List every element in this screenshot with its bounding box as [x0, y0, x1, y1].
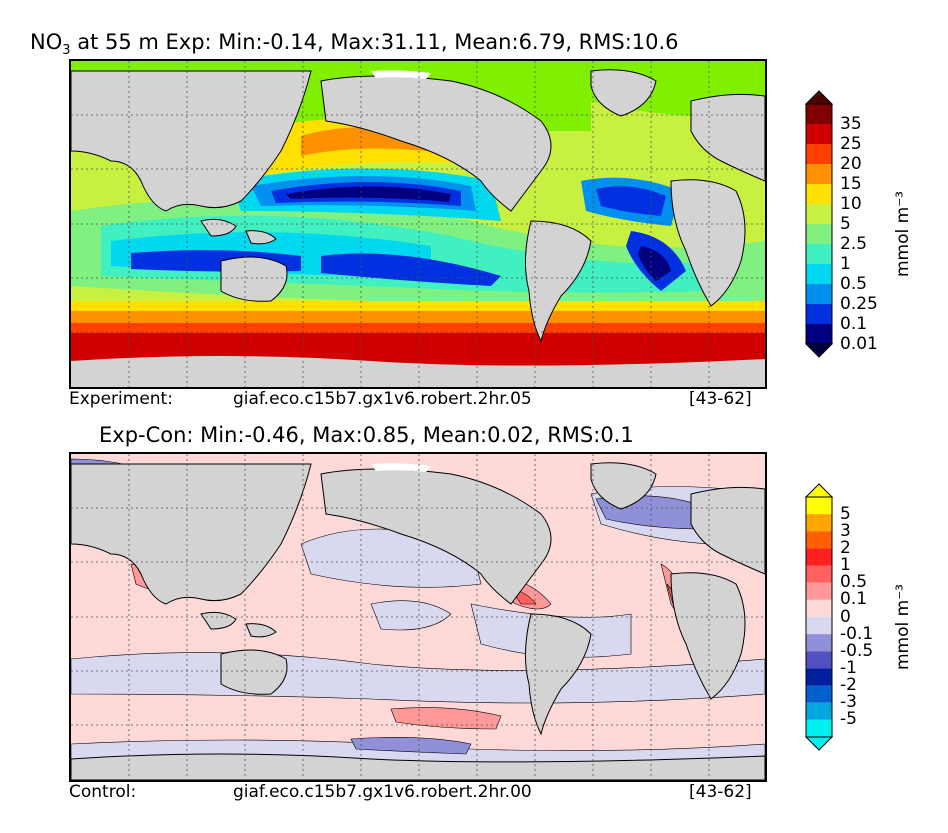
title-rest: at 55 m Exp: Min:-0.14, Max:31.11, Mean:… [70, 30, 679, 54]
top-map-title: NO3 at 55 m Exp: Min:-0.14, Max:31.11, M… [30, 30, 679, 58]
bottom-colorbar-swatch [806, 617, 832, 635]
bottom-colorbar-tick-label: -0.5 [840, 640, 874, 661]
bottom-colorbar-frame [805, 496, 833, 738]
top-colorbar-tick-label: 35 [840, 113, 862, 134]
top-colorbar-swatch [806, 324, 832, 344]
top-colorbar-tick-label: 25 [840, 133, 862, 154]
bottom-colorbar-swatch [806, 719, 832, 737]
top-colorbar-swatch [806, 124, 832, 144]
bottom-colorbar-tick-label: 0.1 [840, 589, 868, 610]
bottom-colorbar-swatch [806, 634, 832, 652]
top-colorbar-swatch [806, 224, 832, 244]
bottom-colorbar-tick-label: -0.1 [840, 623, 874, 644]
top-colorbar-swatch [806, 304, 832, 324]
top-map-plot [69, 59, 767, 389]
top-colorbar-tick-label: 2.5 [840, 233, 868, 254]
bottom-colorbar-tick-label: 3 [840, 520, 851, 541]
bottom-colorbar-swatch [806, 514, 832, 532]
top-colorbar-swatch [806, 104, 832, 124]
top-colorbar-swatch [806, 204, 832, 224]
bottom-caption-case: giaf.eco.c15b7.gx1v6.robert.2hr.00 [233, 782, 532, 802]
top-colorbar-swatch [806, 264, 832, 284]
top-colorbar-tick-label: 10 [840, 193, 862, 214]
bottom-colorbar-tick-label: 2 [840, 537, 851, 558]
top-colorbar-under-cap [805, 343, 834, 358]
bottom-colorbar-swatch [806, 599, 832, 617]
bottom-colorbar-tick-label: 1 [840, 555, 851, 576]
top-colorbar-tick-label: 0.25 [840, 293, 878, 314]
bottom-colorbar-swatch [806, 651, 832, 669]
bottom-colorbar-tick-label: 0 [840, 606, 851, 627]
top-colorbar-over-cap [805, 90, 834, 105]
bottom-colorbar-tick-label: -3 [840, 692, 857, 713]
top-colorbar-swatch [806, 144, 832, 164]
top-colorbar-tick-label: 0.5 [840, 273, 868, 294]
top-colorbar-frame [805, 103, 833, 345]
title-species: NO [30, 30, 63, 54]
bottom-colorbar [805, 483, 834, 751]
bottom-caption-years: [43-62] [689, 782, 752, 802]
bottom-map-plot [69, 452, 767, 782]
top-colorbar-swatch [806, 164, 832, 184]
top-colorbar-swatch [806, 184, 832, 204]
top-colorbar-swatch [806, 244, 832, 264]
top-colorbar-tick-label: 20 [840, 153, 862, 174]
bottom-colorbar-tick-label: -5 [840, 709, 857, 730]
bottom-colorbar-over-cap [805, 483, 834, 498]
top-colorbar-swatch [806, 284, 832, 304]
top-colorbar-tick-label: 0.01 [840, 333, 878, 354]
bottom-colorbar-tick-label: 5 [840, 503, 851, 524]
top-colorbar-tick-label: 0.1 [840, 313, 868, 334]
bottom-map-title: Exp-Con: Min:-0.46, Max:0.85, Mean:0.02,… [99, 423, 634, 447]
bottom-caption-label: Control: [69, 782, 137, 802]
bottom-colorbar-swatch [806, 565, 832, 583]
title-subscript: 3 [62, 43, 71, 58]
bottom-colorbar-swatch [806, 582, 832, 600]
top-caption-years: [43-62] [689, 389, 752, 409]
top-caption-case: giaf.eco.c15b7.gx1v6.robert.2hr.05 [233, 389, 532, 409]
bottom-colorbar-tick-label: 0.5 [840, 572, 868, 593]
bottom-colorbar-tick-label: -1 [840, 657, 857, 678]
top-colorbar [805, 90, 834, 358]
bottom-colorbar-under-cap [805, 736, 834, 751]
bottom-colorbar-swatch [806, 668, 832, 686]
bottom-colorbar-swatch [806, 685, 832, 703]
top-colorbar-unit: mmol m⁻³ [893, 191, 913, 277]
bottom-colorbar-swatch [806, 702, 832, 720]
bottom-colorbar-swatch [806, 497, 832, 515]
bottom-colorbar-unit: mmol m⁻³ [893, 584, 913, 670]
top-colorbar-tick-label: 1 [840, 253, 851, 274]
top-caption-label: Experiment: [69, 389, 173, 409]
top-colorbar-tick-label: 5 [840, 213, 851, 234]
bottom-colorbar-swatch [806, 531, 832, 549]
top-colorbar-tick-label: 15 [840, 173, 862, 194]
bottom-colorbar-swatch [806, 548, 832, 566]
bottom-colorbar-tick-label: -2 [840, 675, 857, 696]
